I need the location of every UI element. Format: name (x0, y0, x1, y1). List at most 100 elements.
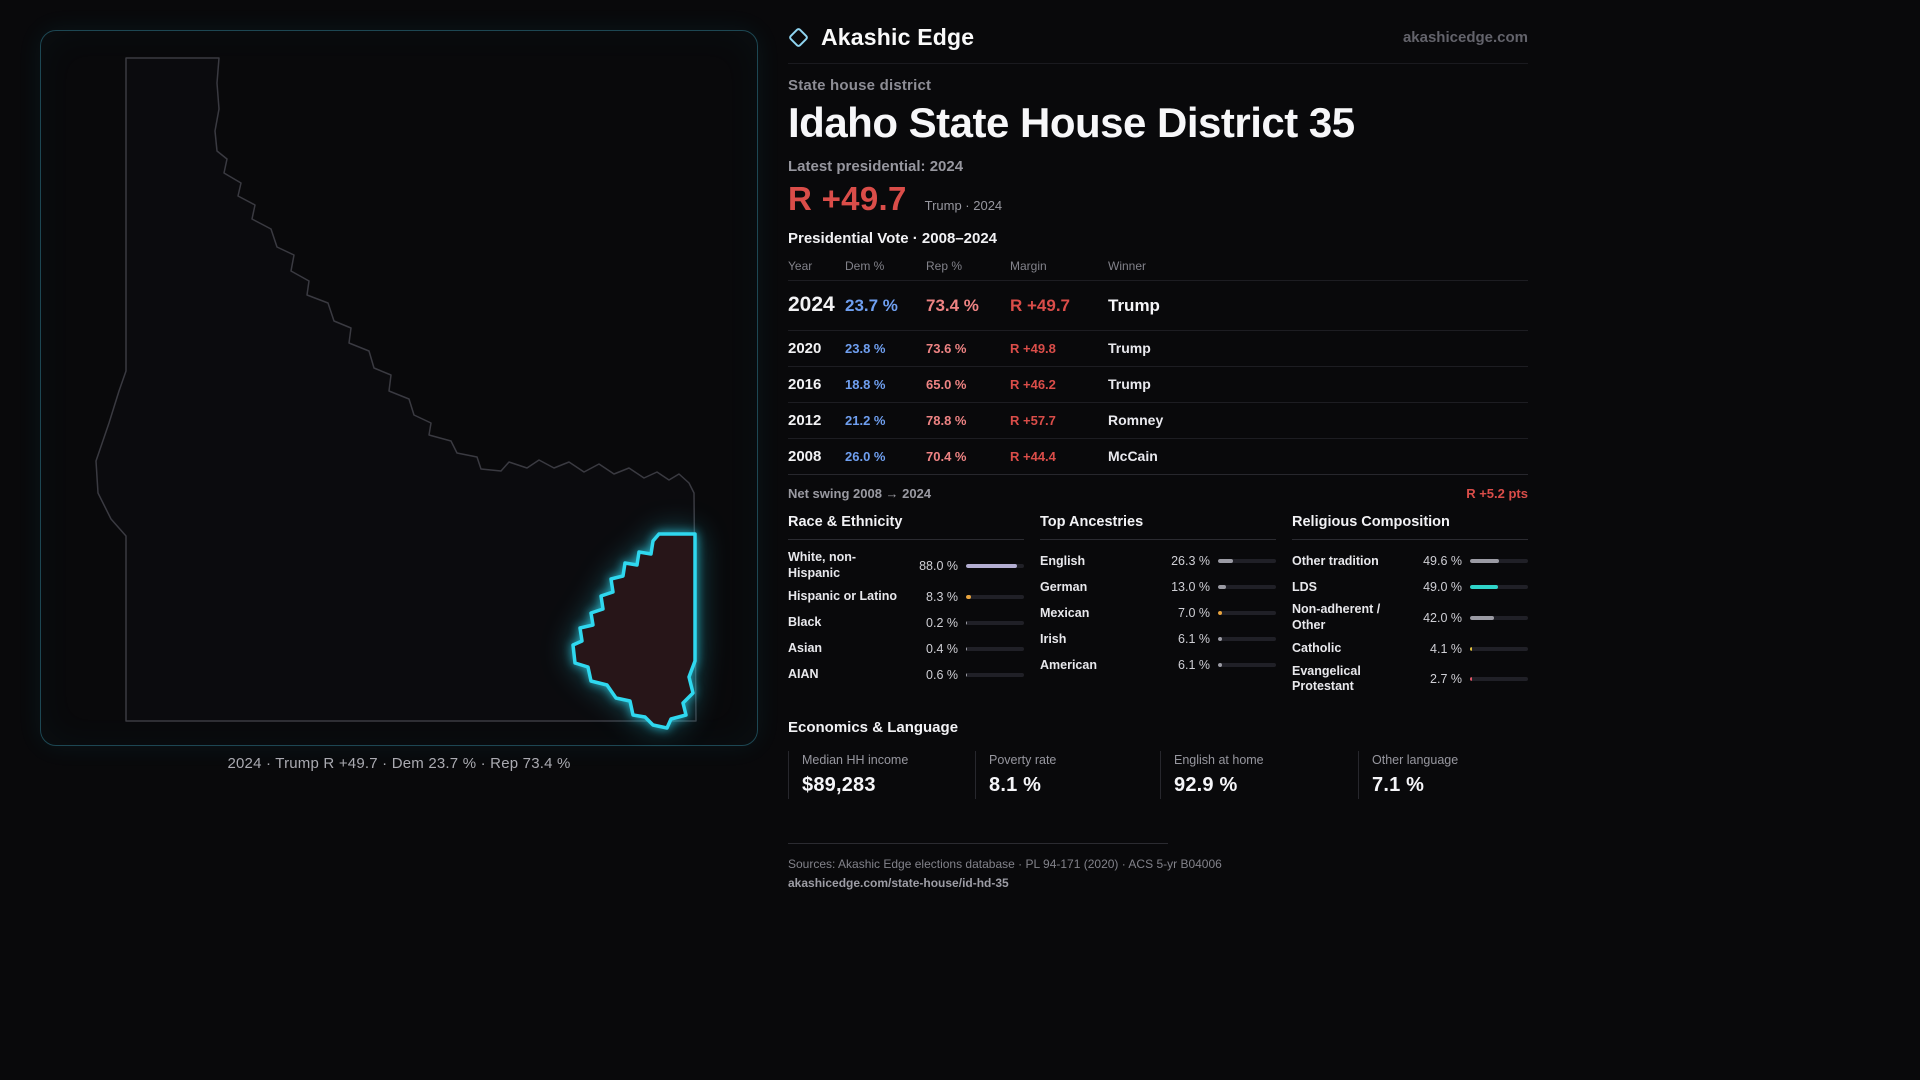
vote-rep-pct: 65.0 % (926, 377, 967, 393)
vote-winner: Romney (1108, 412, 1164, 429)
col-winner: Winner (1108, 259, 1147, 274)
religious-composition-heading: Religious Composition (1292, 514, 1528, 541)
vote-year: 2008 (788, 448, 822, 466)
demo-bar-track (1218, 611, 1276, 616)
demo-bar-fill (966, 594, 971, 599)
demo-value: 6.1 % (1178, 632, 1210, 647)
vote-row-2016: 2016 18.8 % 65.0 % R +46.2 Trump (788, 367, 1528, 404)
demo-label: German (1040, 579, 1088, 594)
demo-bar-fill (1470, 615, 1495, 620)
demo-row: Evangelical Protestant 2.7 % (1292, 662, 1528, 697)
district-35-shape (571, 532, 697, 730)
brand-site-link[interactable]: akashicedge.com (1402, 29, 1528, 46)
map-caption: 2024 · Trump R +49.7 · Dem 23.7 % · Rep … (227, 755, 571, 772)
demo-bar-fill (1218, 611, 1223, 616)
stats-column: Akashic Edge akashicedge.com State house… (787, 24, 1528, 892)
demo-label: American (1040, 657, 1097, 672)
page-title: Idaho State House District 35 (788, 99, 1355, 146)
demographics-section: Race & Ethnicity White, non-Hispanic 88.… (788, 514, 1528, 697)
stat-value: 8.1 % (989, 773, 1042, 796)
demo-row: Non-adherent / Other 42.0 % (1292, 600, 1528, 635)
demo-row: Catholic 4.1 % (1292, 636, 1528, 662)
vote-dem-pct: 21.2 % (845, 413, 886, 429)
demo-row: English 26.3 % (1040, 548, 1276, 574)
demo-bar-fill (1470, 559, 1499, 564)
vote-row-2024: 2024 23.7 % 73.4 % R +49.7 Trump (788, 281, 1528, 332)
stat-label: Poverty rate (989, 752, 1057, 767)
vote-row-2012: 2012 21.2 % 78.8 % R +57.7 Romney (788, 403, 1528, 440)
race-ethnicity-column: Race & Ethnicity White, non-Hispanic 88.… (788, 514, 1024, 697)
headline-margin-value: R +49.7 (788, 180, 907, 218)
vote-winner: Trump (1108, 340, 1151, 357)
demo-bar-track (1218, 585, 1276, 590)
demo-label: Non-adherent / Other (1292, 602, 1381, 632)
demo-bar-fill (1470, 585, 1499, 590)
vote-rep-pct: 73.6 % (926, 341, 967, 357)
demo-bar-track (966, 646, 1024, 651)
idaho-map (95, 57, 697, 730)
demo-value: 88.0 % (919, 558, 958, 573)
demo-value: 49.6 % (1423, 554, 1462, 569)
demo-value: 13.0 % (1171, 580, 1210, 595)
demo-bar-track (966, 594, 1024, 599)
stat-poverty-rate: Poverty rate 8.1 % (975, 750, 1160, 799)
stat-label: Other language (1372, 752, 1459, 767)
stat-value: 7.1 % (1372, 773, 1425, 796)
demo-bar-track (1218, 663, 1276, 668)
demo-value: 26.3 % (1171, 554, 1210, 569)
demo-value: 0.4 % (926, 641, 958, 656)
demo-label: White, non-Hispanic (788, 550, 857, 580)
demo-row: Other tradition 49.6 % (1292, 548, 1528, 574)
demo-value: 0.6 % (926, 667, 958, 682)
vote-margin: R +49.8 (1010, 341, 1056, 357)
net-swing-row: Net swing 2008 → 2024 R +5.2 pts (788, 486, 1528, 501)
demo-row: Asian 0.4 % (788, 636, 1024, 662)
permalink-link[interactable]: akashicedge.com/state-house/id-hd-35 (788, 875, 1009, 890)
brand-header: Akashic Edge akashicedge.com (787, 24, 1528, 64)
latest-presidential-label: Latest presidential: 2024 (788, 158, 964, 176)
demo-value: 42.0 % (1423, 610, 1462, 625)
demo-row: Mexican 7.0 % (1040, 600, 1276, 626)
vote-margin: R +46.2 (1010, 377, 1056, 393)
demo-row: White, non-Hispanic 88.0 % (788, 548, 1024, 583)
demo-bar-fill (1218, 585, 1226, 590)
demo-label: English (1040, 553, 1086, 568)
top-ancestries-heading: Top Ancestries (1040, 514, 1276, 541)
demo-bar-track (966, 672, 1024, 677)
vote-margin: R +44.4 (1010, 449, 1056, 465)
net-swing-value: R +5.2 pts (1466, 486, 1528, 502)
demo-label: Black (788, 614, 822, 629)
stat-english-at-home: English at home 92.9 % (1160, 750, 1358, 799)
brand-diamond-icon (787, 26, 810, 49)
district-type-kicker: State house district (788, 77, 932, 94)
top-ancestries-column: Top Ancestries English 26.3 % German 13.… (1040, 514, 1276, 697)
vote-year: 2016 (788, 376, 822, 394)
vote-year: 2024 (788, 293, 835, 317)
headline-margin-row: R +49.7 Trump · 2024 (788, 180, 1528, 218)
demo-bar-track (966, 620, 1024, 625)
vote-row-2020: 2020 23.8 % 73.6 % R +49.8 Trump (788, 331, 1528, 368)
demo-label: Mexican (1040, 605, 1090, 620)
demo-value: 4.1 % (1430, 641, 1462, 656)
demo-label: Irish (1040, 631, 1067, 646)
demo-row: LDS 49.0 % (1292, 574, 1528, 600)
vote-dem-pct: 18.8 % (845, 377, 886, 393)
demo-bar-track (1218, 559, 1276, 564)
demo-bar-fill (1218, 637, 1222, 642)
demo-bar-track (1470, 615, 1528, 620)
stat-label: Median HH income (802, 752, 909, 767)
demo-bar-fill (1218, 663, 1222, 668)
demo-label: Other tradition (1292, 553, 1379, 568)
demo-value: 7.0 % (1178, 606, 1210, 621)
headline-margin-context: Trump · 2024 (924, 198, 1003, 214)
religious-composition-column: Religious Composition Other tradition 49… (1292, 514, 1528, 697)
stat-label: English at home (1174, 752, 1264, 767)
stat-median-hh-income: Median HH income $89,283 (788, 750, 975, 799)
vote-rep-pct: 70.4 % (926, 449, 967, 465)
vote-margin: R +49.7 (1010, 296, 1071, 316)
col-rep: Rep % (926, 259, 963, 274)
demo-bar-track (1470, 677, 1528, 682)
stat-value: 92.9 % (1174, 773, 1238, 796)
district-map-panel (40, 30, 758, 746)
